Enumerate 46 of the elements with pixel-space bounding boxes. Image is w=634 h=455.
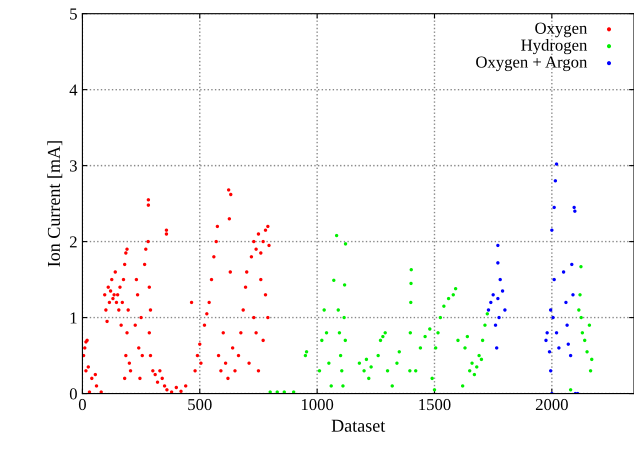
y-tick-label: 3	[70, 160, 77, 172]
point	[548, 308, 552, 312]
x-tick-label: 2000	[536, 398, 568, 410]
point	[489, 300, 493, 304]
point	[545, 331, 549, 334]
legend-label: Hydrogen	[521, 39, 588, 54]
point	[548, 369, 552, 372]
x-tick-label: 500	[188, 398, 212, 410]
point	[496, 296, 500, 300]
legend-label: Oxygen	[535, 22, 588, 38]
y-tick-label: 0	[70, 388, 77, 400]
point	[573, 210, 577, 213]
y-tick-label: 2	[70, 236, 77, 248]
y-tick-label: 4	[70, 84, 78, 96]
point	[552, 206, 556, 210]
y-tick-label: 5	[70, 8, 77, 20]
point	[552, 278, 556, 282]
x-tick-label: 0	[78, 398, 86, 410]
point	[496, 261, 500, 265]
point	[496, 244, 500, 248]
point	[503, 308, 507, 312]
legend-label: Oxygen + Argon	[476, 56, 588, 72]
x-axis-title: Dataset	[332, 420, 386, 432]
point	[497, 316, 501, 320]
point	[566, 342, 570, 346]
point	[564, 300, 568, 304]
point	[570, 262, 574, 266]
point	[494, 323, 498, 327]
point	[554, 331, 558, 334]
point	[498, 278, 502, 282]
point	[571, 293, 575, 296]
point	[550, 228, 554, 232]
point	[557, 346, 561, 350]
x-tick-label: 1000	[302, 398, 334, 410]
point	[572, 206, 576, 210]
point	[544, 338, 548, 342]
y-tick-label: 1	[70, 312, 77, 324]
point	[554, 179, 558, 183]
x-tick-label: 1500	[419, 398, 451, 410]
point	[565, 323, 569, 327]
point	[568, 354, 572, 358]
y-axis-title: Ion Current [mA]	[47, 141, 62, 267]
point	[491, 293, 495, 296]
point	[548, 350, 552, 354]
point	[494, 346, 498, 350]
point	[554, 162, 558, 166]
